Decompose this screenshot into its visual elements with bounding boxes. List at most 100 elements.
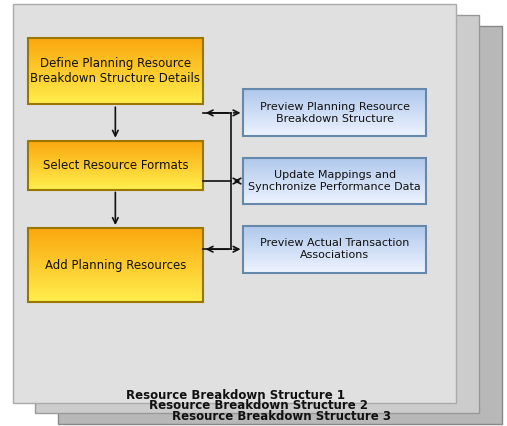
Bar [28,96,203,98]
Bar [28,41,203,43]
Bar [243,184,426,186]
Text: Add Planning Resources: Add Planning Resources [45,259,186,272]
Bar [243,239,426,241]
Bar [28,102,203,104]
Bar [28,92,203,95]
Bar [28,59,203,61]
FancyBboxPatch shape [13,4,456,403]
Bar [28,293,203,295]
Bar [243,248,426,249]
Bar [28,64,203,66]
Bar [243,201,426,203]
Bar [243,230,426,232]
Bar [28,94,203,96]
Bar [28,83,203,84]
Bar [243,129,426,130]
Bar [28,44,203,46]
Bar [28,179,203,181]
Bar [28,271,203,273]
Bar [28,246,203,248]
Bar [28,187,203,188]
Bar [28,43,203,45]
Bar [243,157,426,159]
Bar [243,229,426,230]
Bar [243,121,426,122]
Bar [243,131,426,133]
Bar [28,140,203,142]
Bar [28,161,203,163]
Bar [28,175,203,176]
Bar [28,144,203,145]
Bar [243,111,426,113]
Bar [28,78,203,80]
Bar [28,285,203,288]
Bar [28,241,203,243]
Bar [28,242,203,245]
Bar [28,261,203,263]
Bar [243,262,426,263]
Bar [28,184,203,186]
Bar [243,265,426,267]
Bar [243,94,426,95]
Bar [243,124,426,126]
Bar [243,163,426,164]
Bar [28,298,203,301]
Bar [243,116,426,118]
Bar [243,199,426,201]
Bar [28,263,203,265]
Bar [28,170,203,171]
Bar [28,141,203,143]
Bar [243,259,426,261]
Bar [243,179,426,181]
Bar [28,227,203,230]
Bar [243,123,426,124]
Bar [243,253,426,255]
Bar [243,159,426,161]
Bar [28,252,203,254]
Bar [28,280,203,282]
Bar [28,274,203,276]
Bar [28,53,203,55]
Bar [243,170,426,172]
Bar [28,287,203,289]
Bar [243,235,426,236]
Bar [243,98,426,100]
Bar [243,191,426,193]
Bar [28,300,203,302]
Bar [243,167,426,168]
Bar [243,242,426,243]
Text: Select Resource Formats: Select Resource Formats [43,158,188,172]
Bar [243,238,426,240]
Bar [243,112,426,114]
Bar [28,172,203,174]
Bar [243,158,426,160]
Bar [28,149,203,150]
Bar [28,89,203,91]
Bar [243,130,426,132]
Bar [28,151,203,153]
Bar [28,84,203,86]
Text: Preview Planning Resource
Breakdown Structure: Preview Planning Resource Breakdown Stru… [260,102,410,124]
Bar [243,182,426,183]
Bar [28,244,203,247]
Bar [243,132,426,134]
Bar [28,76,203,78]
Bar [243,103,426,105]
Bar [243,114,426,115]
Bar [243,176,426,178]
Bar [28,68,203,70]
Bar [28,253,203,256]
Bar [28,58,203,60]
Bar [243,192,426,194]
Bar [243,92,426,94]
Bar [28,229,203,232]
Bar [243,115,426,116]
Bar [28,296,203,299]
Bar [243,95,426,96]
Bar [28,38,203,40]
Bar [28,155,203,156]
Bar [28,40,203,42]
Bar [243,96,426,98]
Bar [243,244,426,246]
Bar [28,98,203,99]
